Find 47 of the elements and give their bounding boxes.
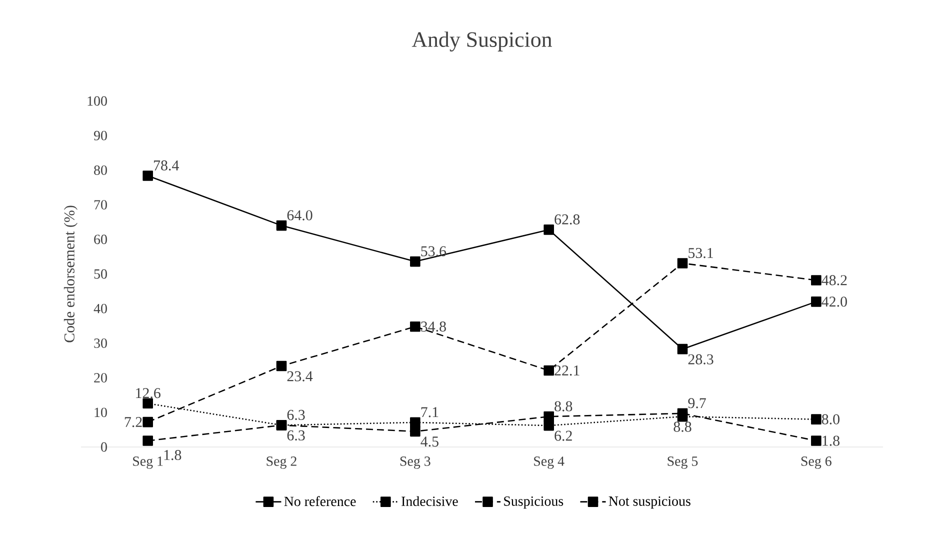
legend-label: Suspicious <box>504 496 564 509</box>
data-label: 8.8 <box>674 422 692 432</box>
legend-label: No reference <box>284 496 356 506</box>
y-tick-label: 100 <box>88 96 107 106</box>
chart-title: Andy Suspicion <box>412 32 552 52</box>
data-label: 12.6 <box>136 388 160 398</box>
data-label: 7.1 <box>421 407 438 418</box>
x-tick-label: Seg 6 <box>801 456 832 469</box>
y-tick-label: 30 <box>94 338 107 348</box>
data-label: 22.1 <box>554 365 580 376</box>
data-label: 8.0 <box>822 414 840 424</box>
data-label: 6.3 <box>287 410 305 420</box>
data-label: 53.1 <box>688 248 713 258</box>
y-tick-label: 40 <box>94 304 107 314</box>
data-label: 53.6 <box>421 246 446 256</box>
y-tick-label: 20 <box>94 373 107 383</box>
legend-label: Not suspicious <box>608 496 690 509</box>
data-label: 28.3 <box>688 354 714 364</box>
data-label: 8.8 <box>554 401 572 412</box>
x-tick-label: Seg 2 <box>266 456 296 469</box>
y-tick-label: 90 <box>94 130 107 140</box>
data-label: 64.0 <box>287 210 312 220</box>
data-label: 62.8 <box>554 214 580 225</box>
x-tick-label: Seg 5 <box>668 456 698 469</box>
legend-label: Indecisive <box>402 496 458 506</box>
data-label: 1.8 <box>164 450 182 460</box>
data-label: 1.8 <box>822 436 840 446</box>
x-tick-label: Seg 3 <box>400 456 430 469</box>
y-axis-title: Code endorsement (%) <box>64 206 78 342</box>
data-label: 9.7 <box>688 398 706 408</box>
y-tick-label: 10 <box>94 408 107 418</box>
y-tick-label: 70 <box>94 200 107 210</box>
y-tick-label: 0 <box>101 442 107 452</box>
data-label: 6.2 <box>554 430 572 441</box>
data-label: 7.2 <box>124 417 142 428</box>
data-label: 6.3 <box>287 430 305 441</box>
y-tick-label: 50 <box>94 269 107 279</box>
data-label: 48.2 <box>822 275 847 286</box>
y-tick-label: 80 <box>94 165 107 175</box>
y-tick-label: 60 <box>94 234 107 244</box>
x-tick-label: Seg 1 <box>133 456 163 469</box>
data-label: 78.4 <box>154 160 179 171</box>
data-label: 34.8 <box>421 322 446 332</box>
x-tick-label: Seg 4 <box>534 456 564 469</box>
data-label: 42.0 <box>822 296 847 307</box>
data-label: 4.5 <box>420 436 438 447</box>
data-label: 23.4 <box>287 371 313 382</box>
